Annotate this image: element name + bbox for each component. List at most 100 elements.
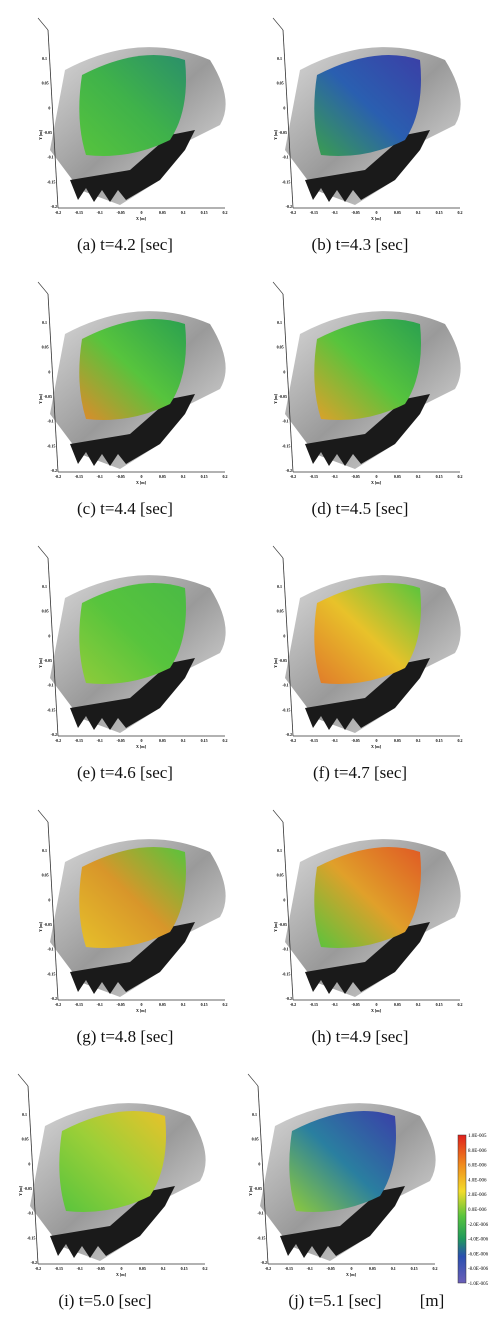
x-tick-label: -0.15	[75, 474, 83, 479]
y-tick-label: 0	[28, 1161, 30, 1166]
y-tick-label: -0.1	[282, 155, 288, 160]
colorbar-label: 1.0E-005	[468, 1134, 487, 1139]
y-tick-label: -0.1	[257, 1211, 263, 1216]
x-tick-label: 0.1	[181, 210, 186, 215]
x-tick-label: 0.05	[394, 1002, 401, 1007]
x-tick-label: -0.1	[77, 1266, 83, 1271]
x-tick-label: 0.1	[416, 210, 421, 215]
x-tick-label: 0.2	[433, 1266, 438, 1271]
x-tick-label: -0.05	[351, 1002, 359, 1007]
caption: (b) t=4.3 [sec]	[312, 235, 409, 254]
axis	[273, 810, 283, 822]
x-tick-label: 0.1	[416, 474, 421, 479]
x-tick-label: 0.15	[436, 210, 443, 215]
y-tick-label: -0.05	[279, 394, 287, 399]
x-tick-label: 0.2	[458, 210, 463, 215]
caption: (a) t=4.2 [sec]	[77, 235, 173, 254]
colorbar-label: 6.0E-006	[468, 1164, 487, 1169]
y-tick-label: -0.2	[51, 468, 57, 473]
x-axis-label: X [m]	[136, 744, 147, 749]
x-axis-label: X [m]	[346, 1272, 357, 1277]
axis	[273, 282, 283, 294]
y-tick-label: -0.1	[47, 947, 53, 952]
x-tick-label: 0	[376, 474, 378, 479]
x-tick-label: 0.2	[458, 474, 463, 479]
y-tick-label: -0.15	[47, 971, 55, 976]
y-axis-label: Y [m]	[38, 921, 43, 931]
x-axis-label: X [m]	[136, 480, 147, 485]
y-tick-label: 0.1	[22, 1112, 27, 1117]
y-tick-label: -0.15	[282, 443, 290, 448]
y-tick-label: -0.1	[282, 947, 288, 952]
x-tick-label: 0	[376, 1002, 378, 1007]
x-tick-label: -0.2	[35, 1266, 41, 1271]
axis	[38, 18, 48, 30]
y-tick-label: 0.05	[42, 873, 49, 878]
x-tick-label: 0.15	[411, 1266, 418, 1271]
y-tick-label: 0.05	[42, 81, 49, 86]
caption: (j) t=5.1 [sec]	[288, 1291, 381, 1310]
x-tick-label: 0.15	[436, 738, 443, 743]
y-tick-label: 0	[283, 897, 285, 902]
panel: -0.2-0.15-0.1-0.0500.050.10.150.20.10.05…	[38, 18, 228, 254]
y-tick-label: 0	[48, 105, 50, 110]
y-tick-label: -0.2	[261, 1260, 267, 1265]
y-tick-label: -0.2	[286, 204, 292, 209]
y-tick-label: -0.2	[51, 996, 57, 1001]
axis	[18, 1074, 28, 1086]
caption: (d) t=4.5 [sec]	[312, 499, 409, 518]
x-tick-label: 0.1	[416, 738, 421, 743]
caption: (h) t=4.9 [sec]	[312, 1027, 409, 1046]
y-tick-label: -0.15	[47, 443, 55, 448]
y-tick-label: 0.1	[277, 320, 282, 325]
y-axis-label: Y [m]	[273, 657, 278, 667]
x-tick-label: 0.15	[201, 474, 208, 479]
y-tick-label: 0	[258, 1161, 260, 1166]
colorbar-label: 0.0E-006	[468, 1208, 487, 1213]
x-tick-label: 0.05	[394, 738, 401, 743]
x-tick-label: -0.05	[116, 474, 124, 479]
caption: (i) t=5.0 [sec]	[58, 1291, 151, 1310]
y-tick-label: -0.2	[286, 468, 292, 473]
panel: -0.2-0.15-0.1-0.0500.050.10.150.20.10.05…	[273, 18, 463, 254]
x-tick-label: 0.2	[458, 1002, 463, 1007]
y-tick-label: 0.1	[42, 584, 47, 589]
x-tick-label: -0.2	[55, 1002, 61, 1007]
x-tick-label: -0.05	[351, 210, 359, 215]
x-tick-label: 0.1	[181, 474, 186, 479]
panel: -0.2-0.15-0.1-0.0500.050.10.150.20.10.05…	[273, 282, 463, 518]
y-tick-label: 0.05	[277, 609, 284, 614]
y-tick-label: -0.1	[282, 419, 288, 424]
colorbar-label: -8.0E-006	[468, 1267, 489, 1272]
x-tick-label: 0.2	[223, 210, 228, 215]
x-tick-label: -0.1	[332, 474, 338, 479]
axis	[273, 18, 283, 30]
y-tick-label: 0	[48, 897, 50, 902]
colorbar-label: -4.0E-006	[468, 1238, 489, 1243]
y-tick-label: 0	[283, 369, 285, 374]
axis	[38, 810, 48, 822]
y-tick-label: -0.05	[44, 394, 52, 399]
y-tick-label: -0.05	[279, 658, 287, 663]
y-tick-label: -0.2	[51, 204, 57, 209]
y-tick-label: -0.2	[31, 1260, 37, 1265]
figure: -0.2 -0.15 -0.1 -0.05 0 0.05 0.1 0.15 0.2 0.1 0.05…	[0, 0, 497, 1318]
colorbar-label: 8.0E-006	[468, 1149, 487, 1154]
x-tick-label: 0	[376, 738, 378, 743]
x-tick-label: 0.05	[159, 738, 166, 743]
colorbar-label: 2.0E-006	[468, 1193, 487, 1198]
y-tick-label: -0.2	[286, 732, 292, 737]
x-tick-label: 0	[141, 210, 143, 215]
x-tick-label: -0.05	[116, 210, 124, 215]
x-tick-label: -0.2	[290, 210, 296, 215]
x-tick-label: 0.05	[369, 1266, 376, 1271]
y-axis-label: Y [m]	[38, 393, 43, 403]
y-tick-label: 0.05	[42, 609, 49, 614]
panel: -0.2-0.15-0.1-0.0500.050.10.150.20.10.05…	[38, 282, 228, 518]
x-tick-label: 0	[121, 1266, 123, 1271]
y-tick-label: -0.2	[286, 996, 292, 1001]
y-tick-label: 0	[48, 369, 50, 374]
y-axis-label: Y [m]	[248, 1185, 253, 1195]
